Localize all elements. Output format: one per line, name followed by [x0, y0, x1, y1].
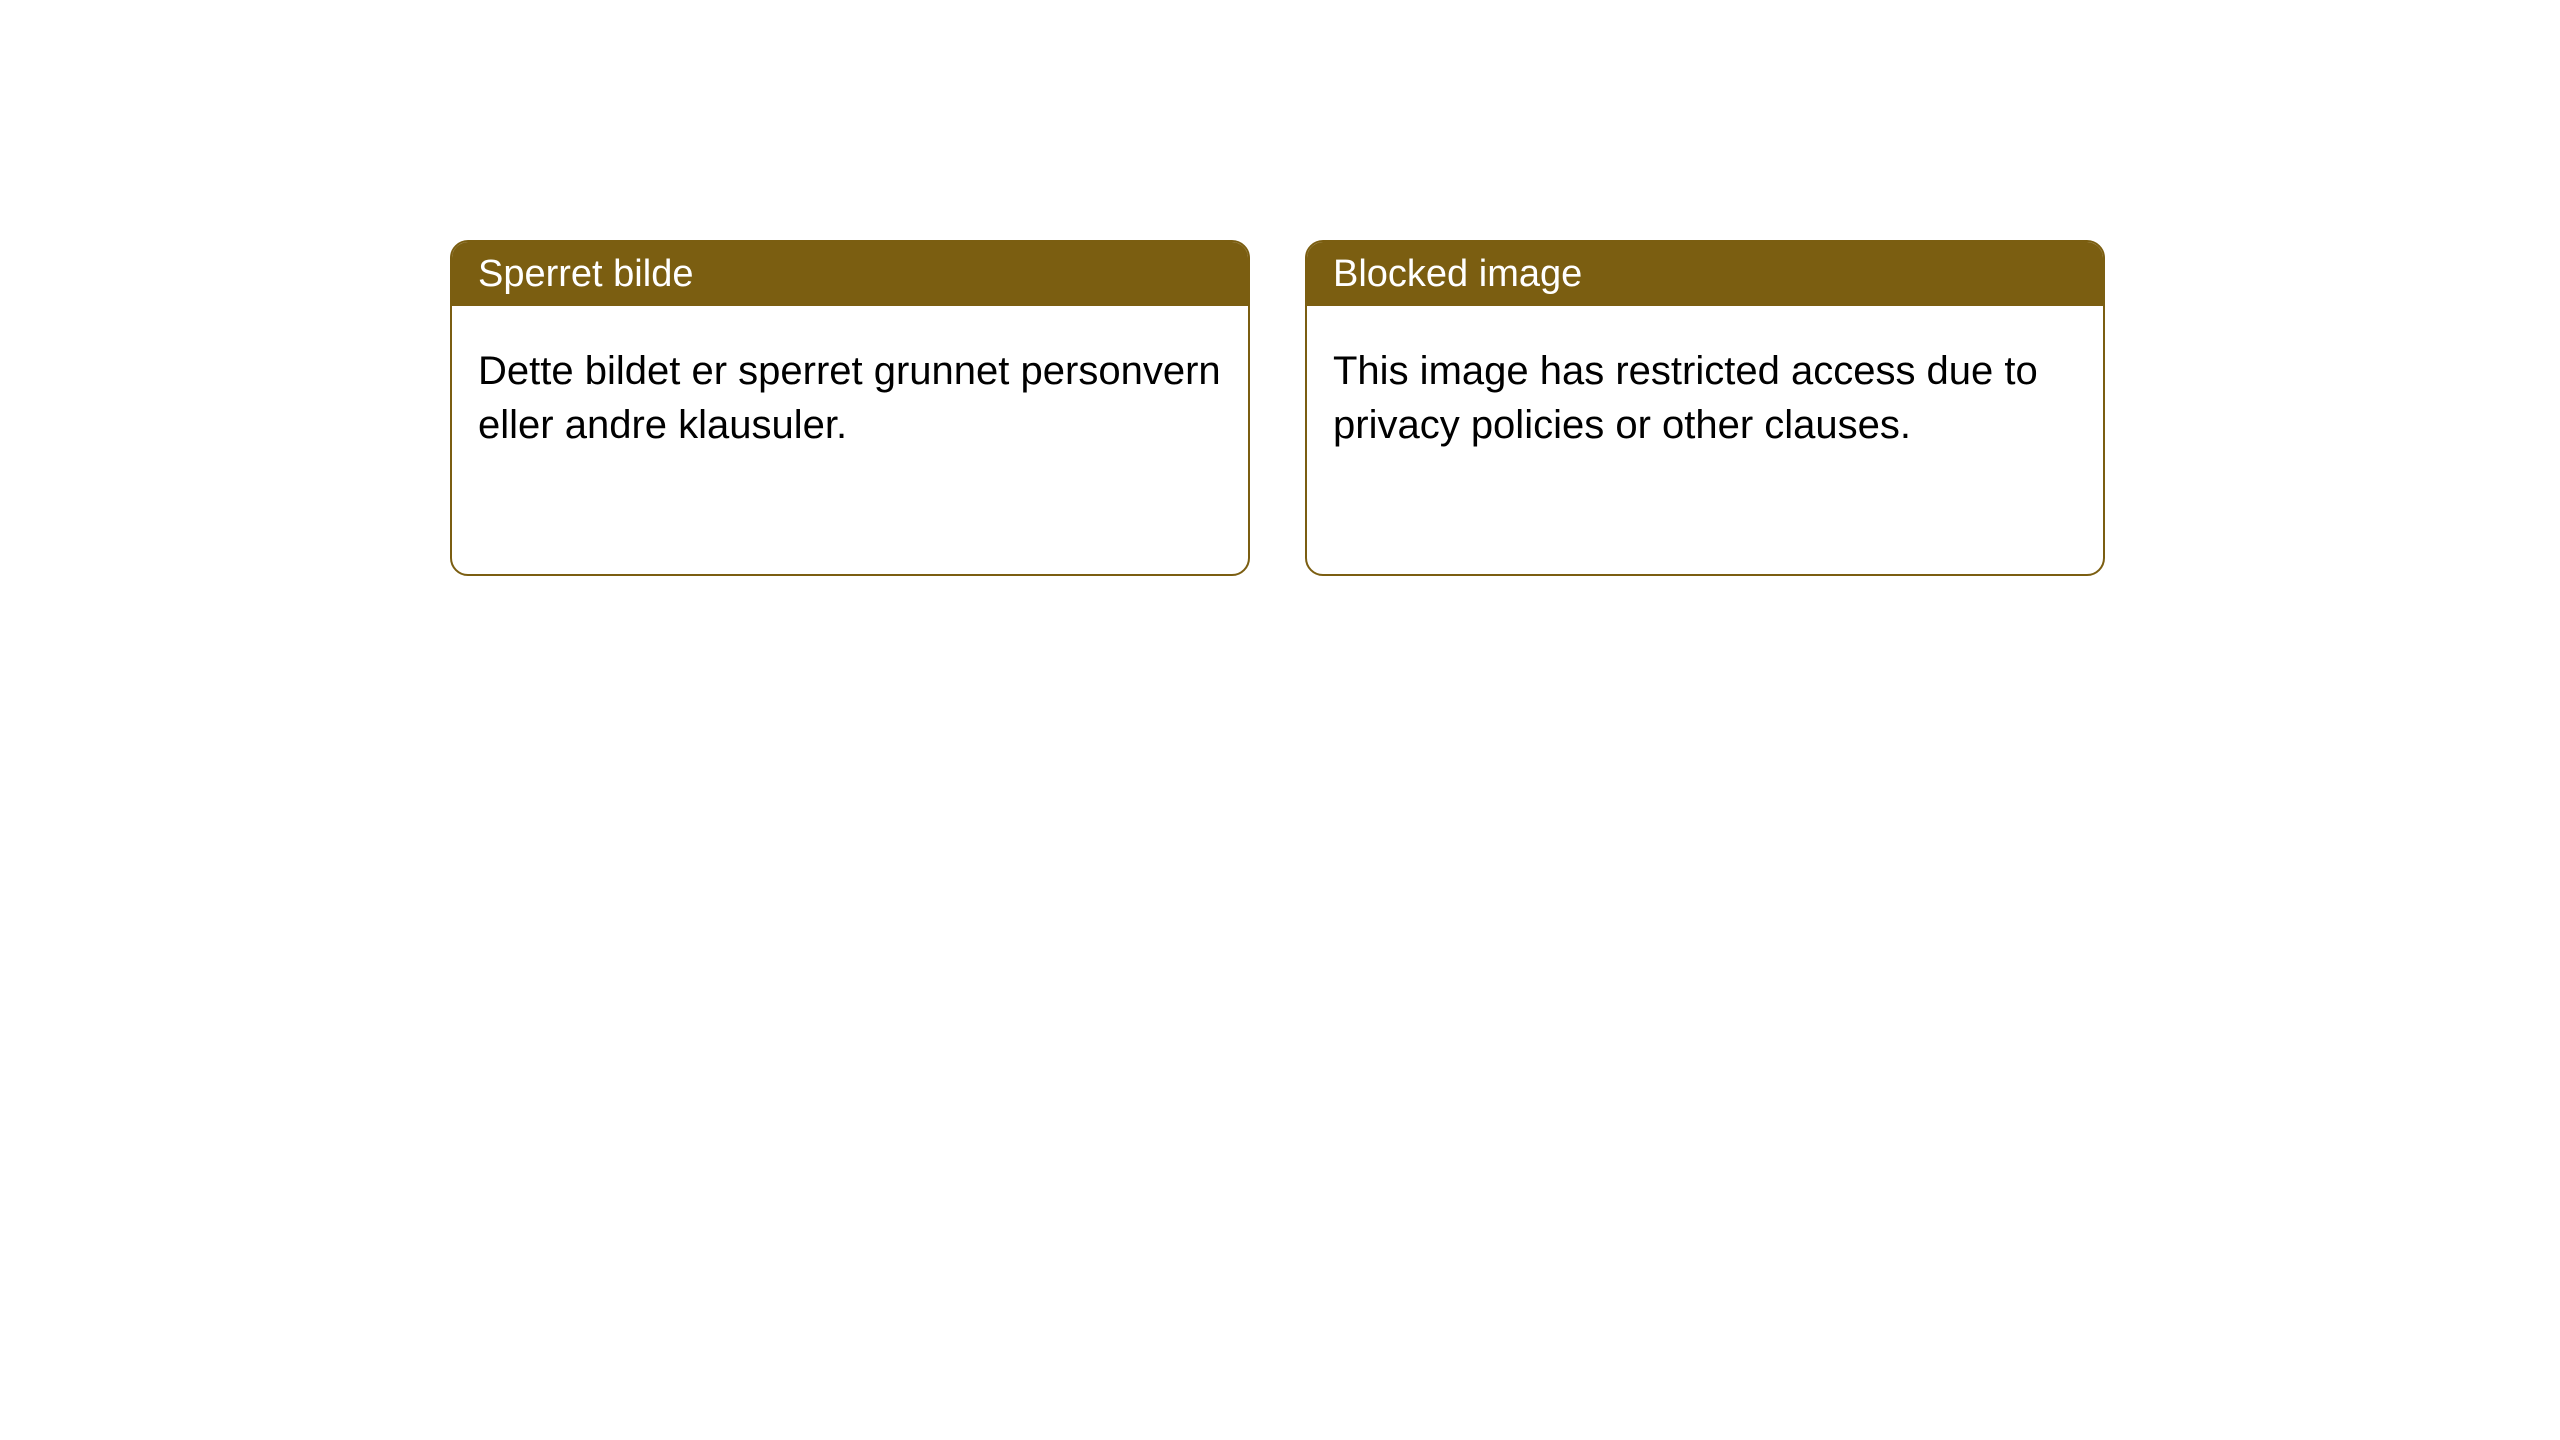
blocked-image-card-en: Blocked image This image has restricted … — [1305, 240, 2105, 576]
card-title: Blocked image — [1333, 253, 1582, 295]
card-body: This image has restricted access due to … — [1307, 306, 2103, 478]
card-header: Blocked image — [1307, 242, 2103, 306]
card-body-text: Dette bildet er sperret grunnet personve… — [478, 349, 1221, 447]
card-title: Sperret bilde — [478, 253, 693, 295]
card-body-text: This image has restricted access due to … — [1333, 349, 2038, 447]
blocked-image-card-no: Sperret bilde Dette bildet er sperret gr… — [450, 240, 1250, 576]
card-body: Dette bildet er sperret grunnet personve… — [452, 306, 1248, 478]
cards-container: Sperret bilde Dette bildet er sperret gr… — [450, 240, 2560, 576]
card-header: Sperret bilde — [452, 242, 1248, 306]
